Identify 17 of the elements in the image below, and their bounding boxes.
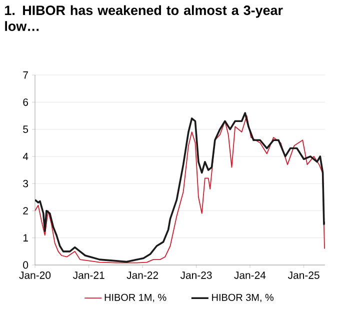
y-tick-label: 1 <box>23 234 28 242</box>
x-tick-label: Jan-23 <box>180 272 212 279</box>
legend-label: HIBOR 1M, % <box>104 294 166 302</box>
chart-title: 1. HIBOR has weakened to almost a 3-year low… <box>5 5 283 32</box>
x-tick-label: Jan-22 <box>126 272 158 279</box>
x-tick-label: Jan-24 <box>234 272 266 279</box>
y-tick-label: 2 <box>23 207 28 214</box>
x-tick-label: Jan-20 <box>19 272 51 279</box>
x-tick-label: Jan-25 <box>288 272 320 279</box>
y-tick-label: 0 <box>23 261 28 269</box>
y-tick-label: 7 <box>23 71 28 79</box>
x-tick-label: Jan-21 <box>73 272 104 279</box>
legend-label: HIBOR 3M, % <box>212 294 274 302</box>
y-tick-label: 3 <box>23 180 28 188</box>
y-tick-label: 6 <box>23 98 28 106</box>
y-tick-label: 5 <box>23 126 28 133</box>
y-tick-label: 4 <box>22 152 28 160</box>
